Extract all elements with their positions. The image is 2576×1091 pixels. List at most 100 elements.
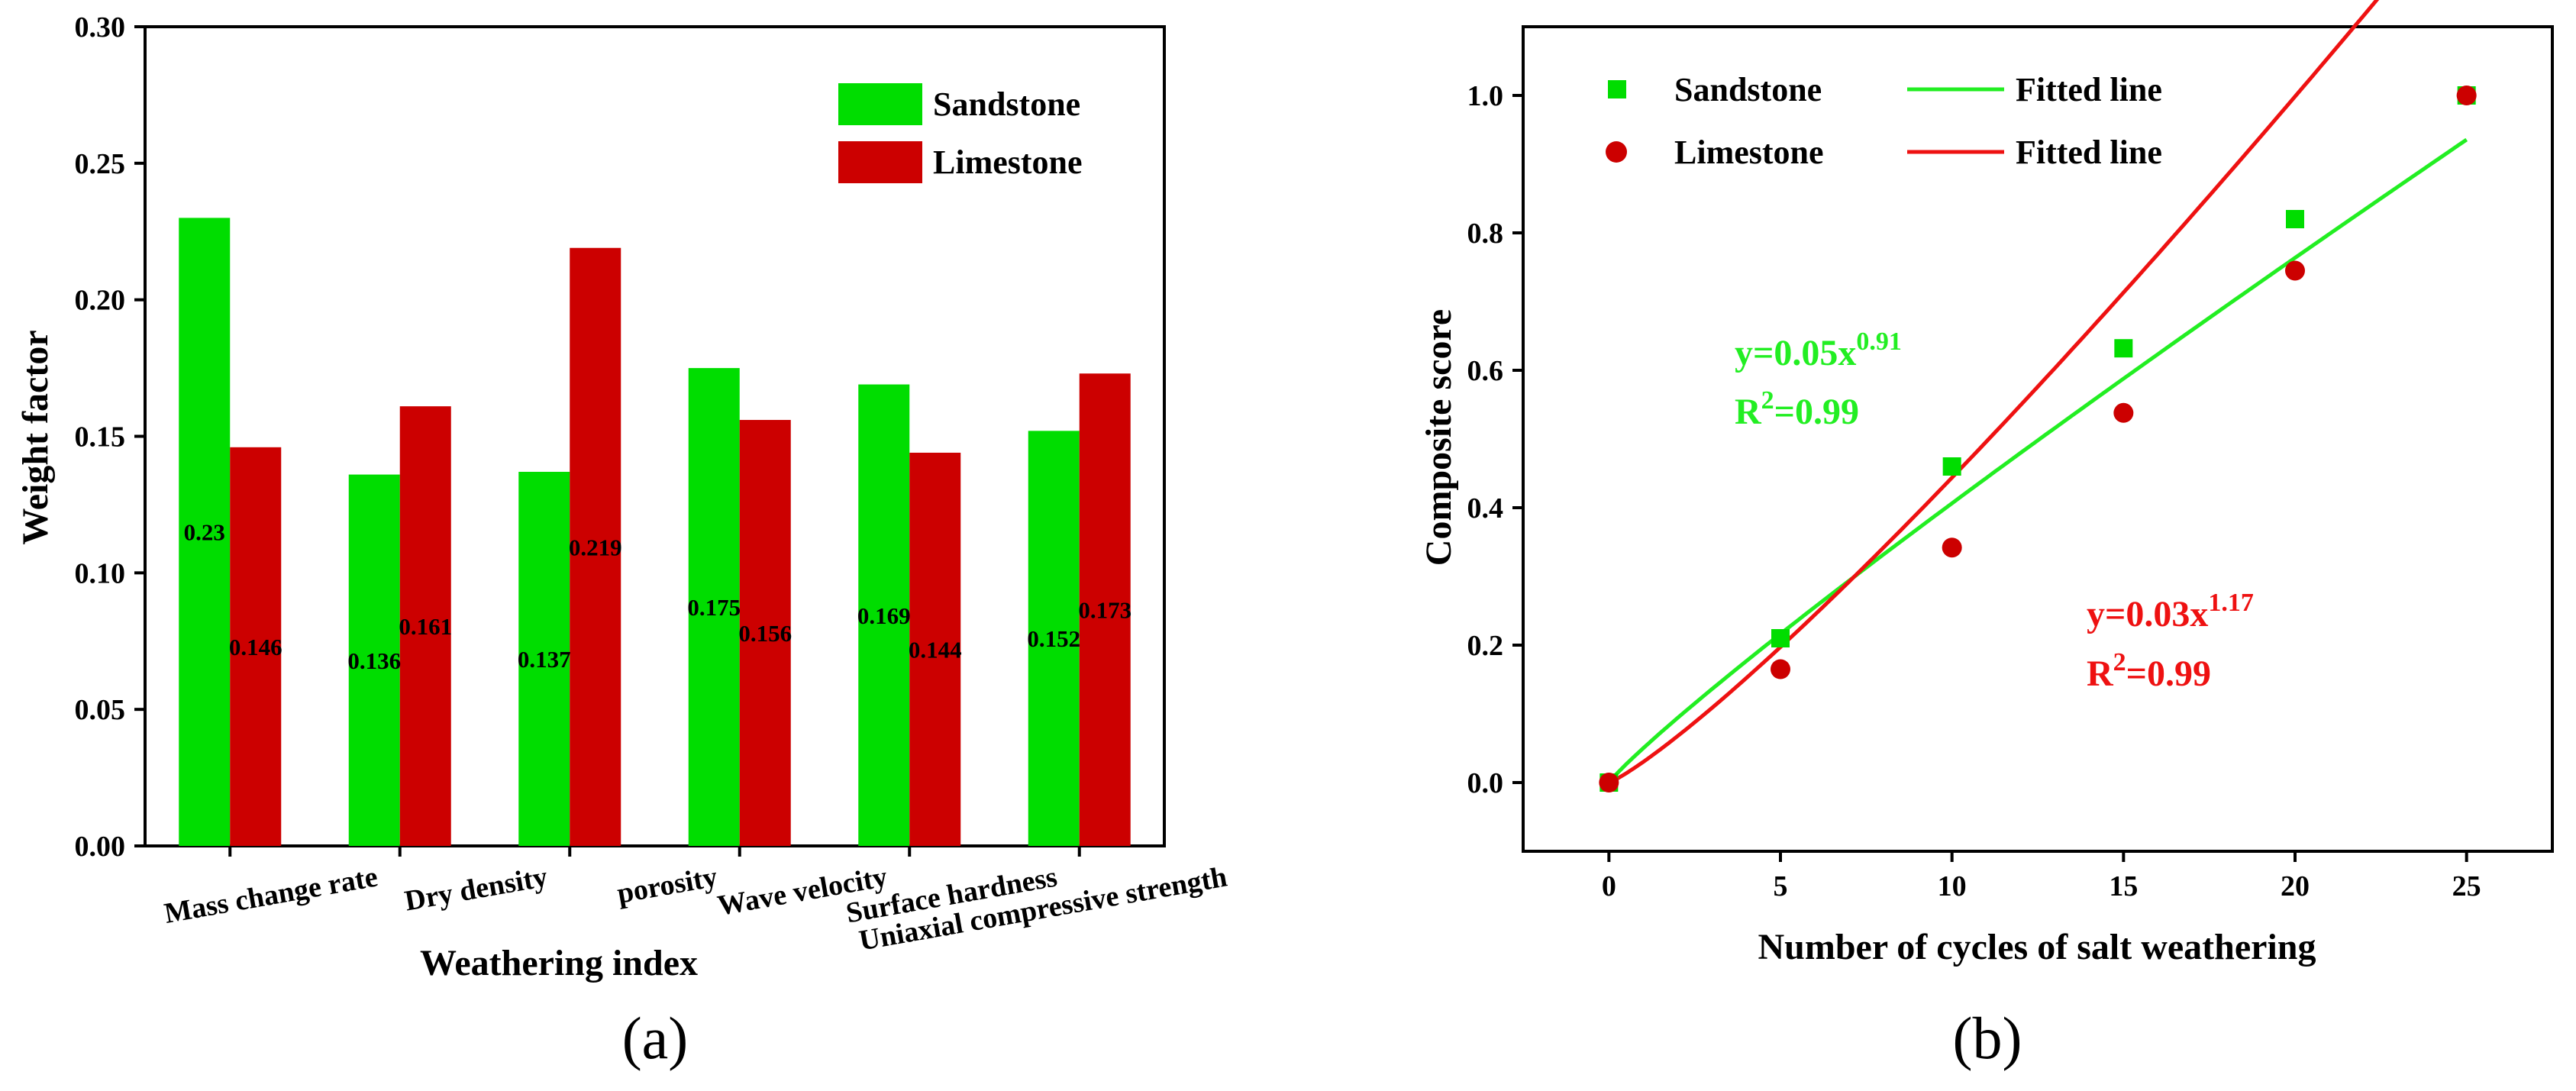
equation-limestone: y=0.03x1.17 R2=0.99 xyxy=(2087,589,2254,694)
panel-b-label: (b) xyxy=(1953,1005,2022,1071)
r2-sandstone-sup: 2 xyxy=(1761,386,1774,415)
panel-a-y-axis-title: Weight factor xyxy=(15,330,56,544)
legend-swatch-limestone xyxy=(838,141,922,183)
fit-line-limestone xyxy=(1608,0,2380,785)
point-limestone-2 xyxy=(1942,537,1962,558)
y-tick-label: 0.0 xyxy=(1467,767,1504,799)
point-limestone-3 xyxy=(2113,402,2134,423)
point-sandstone-2 xyxy=(1942,457,1961,476)
point-limestone-1 xyxy=(1771,659,1790,679)
panel-b-x-axis-title: Number of cycles of salt weathering xyxy=(1758,927,2316,967)
panel-a-x-axis: Mass change rate Dry density porosityWave … xyxy=(162,846,1229,957)
equation-sandstone-exponent: 0.91 xyxy=(1856,328,1902,356)
r2-limestone-sup: 2 xyxy=(2113,648,2126,676)
panel-b-y-axis: 0.0 0.2 0.4 0.6 0.8 1.0 xyxy=(1467,80,1523,799)
equation-limestone-exponent: 1.17 xyxy=(2208,589,2254,617)
data-label-limestone-5: 0.173 xyxy=(1078,597,1131,624)
legend-label-sandstone-b: Sandstone xyxy=(1674,71,1822,108)
r2-sandstone-prefix: R xyxy=(1735,392,1762,432)
bar-limestone-2 xyxy=(570,247,621,847)
y-tick-label: 0.20 xyxy=(75,285,126,317)
r2-limestone-prefix: R xyxy=(2087,654,2114,694)
y-tick-label: 0.05 xyxy=(75,694,126,726)
x-tick-label: 25 xyxy=(2452,870,2481,902)
y-tick-label: 0.8 xyxy=(1467,218,1504,250)
bar-limestone-1 xyxy=(399,406,451,846)
bar-sandstone-3 xyxy=(688,368,740,846)
panel-b-legend: Sandstone Fitted line Limestone Fitted l… xyxy=(1606,71,2162,171)
y-tick-label: 0.2 xyxy=(1467,630,1504,662)
svg-text:R2=0.99: R2=0.99 xyxy=(1735,386,1859,432)
y-tick-label: 0.10 xyxy=(75,557,126,589)
data-label-sandstone-3: 0.175 xyxy=(687,594,741,621)
legend-label-sandstone: Sandstone xyxy=(933,86,1080,123)
data-label-sandstone-0: 0.23 xyxy=(184,519,225,546)
bar-sandstone-1 xyxy=(348,474,400,846)
category-label: porosity xyxy=(615,861,720,910)
x-tick-label: 0 xyxy=(1602,870,1616,902)
legend-marker-sandstone xyxy=(1608,80,1626,98)
legend-marker-limestone xyxy=(1606,141,1627,163)
panel-a-legend: Sandstone Limestone xyxy=(838,83,1083,183)
bar-sandstone-0 xyxy=(179,218,231,846)
panel-b-plot-frame xyxy=(1522,25,2554,853)
data-label-sandstone-4: 0.169 xyxy=(857,602,911,629)
svg-text:y=0.03x1.17: y=0.03x1.17 xyxy=(2087,589,2254,634)
equation-limestone-main: y=0.03x xyxy=(2087,594,2208,634)
panel-a-y-axis: 0.00 0.05 0.10 0.15 0.20 0.25 0.30 xyxy=(75,11,145,863)
point-limestone-0 xyxy=(1599,773,1619,792)
panel-a-label: (a) xyxy=(622,1005,689,1071)
equation-sandstone-main: y=0.05x xyxy=(1735,333,1856,373)
y-tick-label: 1.0 xyxy=(1467,80,1504,112)
panel-b-y-axis-title: Composite score xyxy=(1419,309,1459,566)
category-label: Dry density xyxy=(402,861,550,918)
bar-sandstone-4 xyxy=(858,384,910,846)
x-tick-label: 20 xyxy=(2281,870,2310,902)
data-label-limestone-2: 0.219 xyxy=(569,534,622,560)
svg-text:y=0.05x0.91: y=0.05x0.91 xyxy=(1735,328,1902,373)
fit-line-sandstone xyxy=(1607,137,2468,784)
data-label-limestone-1: 0.161 xyxy=(399,613,452,640)
point-sandstone-4 xyxy=(2286,210,2304,228)
legend-swatch-sandstone xyxy=(838,83,922,125)
bar-limestone-5 xyxy=(1079,373,1131,846)
data-label-sandstone-5: 0.152 xyxy=(1027,625,1080,652)
y-tick-label: 0.30 xyxy=(75,11,126,44)
point-limestone-4 xyxy=(2285,260,2305,281)
panel-a-bars xyxy=(179,218,1131,847)
legend-label-limestone-b: Limestone xyxy=(1674,134,1824,171)
y-tick-label: 0.15 xyxy=(75,421,126,454)
panel-a-x-axis-title: Weathering index xyxy=(420,943,698,983)
y-tick-label: 0.25 xyxy=(75,148,126,180)
legend-label-limestone: Limestone xyxy=(933,144,1083,181)
r2-sandstone-value: =0.99 xyxy=(1774,392,1859,432)
y-tick-label: 0.00 xyxy=(75,831,126,863)
data-label-sandstone-2: 0.137 xyxy=(518,646,571,673)
bar-limestone-0 xyxy=(230,447,282,846)
svg-text:R2=0.99: R2=0.99 xyxy=(2087,648,2211,694)
data-label-limestone-0: 0.146 xyxy=(229,634,282,660)
category-label: Mass change rate xyxy=(162,861,380,930)
point-limestone-5 xyxy=(2456,86,2477,105)
data-label-limestone-3: 0.156 xyxy=(738,620,792,647)
panel-a-bar-chart: 0.000.050.100.150.200.250.30 0.230.1460.… xyxy=(15,11,1229,1071)
bar-limestone-3 xyxy=(739,420,791,846)
bar-limestone-4 xyxy=(909,452,961,846)
bar-sandstone-2 xyxy=(518,471,570,846)
panel-b-scatter-chart: 0.0 0.2 0.4 0.6 0.8 1.0 0 5 10 15 20 25 Sandstone … xyxy=(1419,0,2554,1071)
legend-label-fit-sandstone: Fitted line xyxy=(2016,71,2162,108)
bar-sandstone-5 xyxy=(1028,431,1080,846)
x-tick-label: 5 xyxy=(1774,870,1788,902)
x-tick-label: 15 xyxy=(2109,870,2138,902)
y-tick-label: 0.6 xyxy=(1467,355,1504,387)
data-label-sandstone-1: 0.136 xyxy=(347,647,401,674)
legend-label-fit-limestone: Fitted line xyxy=(2016,134,2162,171)
data-label-limestone-4: 0.144 xyxy=(909,636,962,663)
x-tick-label: 10 xyxy=(1938,870,1967,902)
point-sandstone-1 xyxy=(1771,629,1790,647)
point-sandstone-3 xyxy=(2114,339,2133,358)
r2-limestone-value: =0.99 xyxy=(2126,654,2211,694)
panel-b-fitted-lines xyxy=(1607,0,2468,785)
